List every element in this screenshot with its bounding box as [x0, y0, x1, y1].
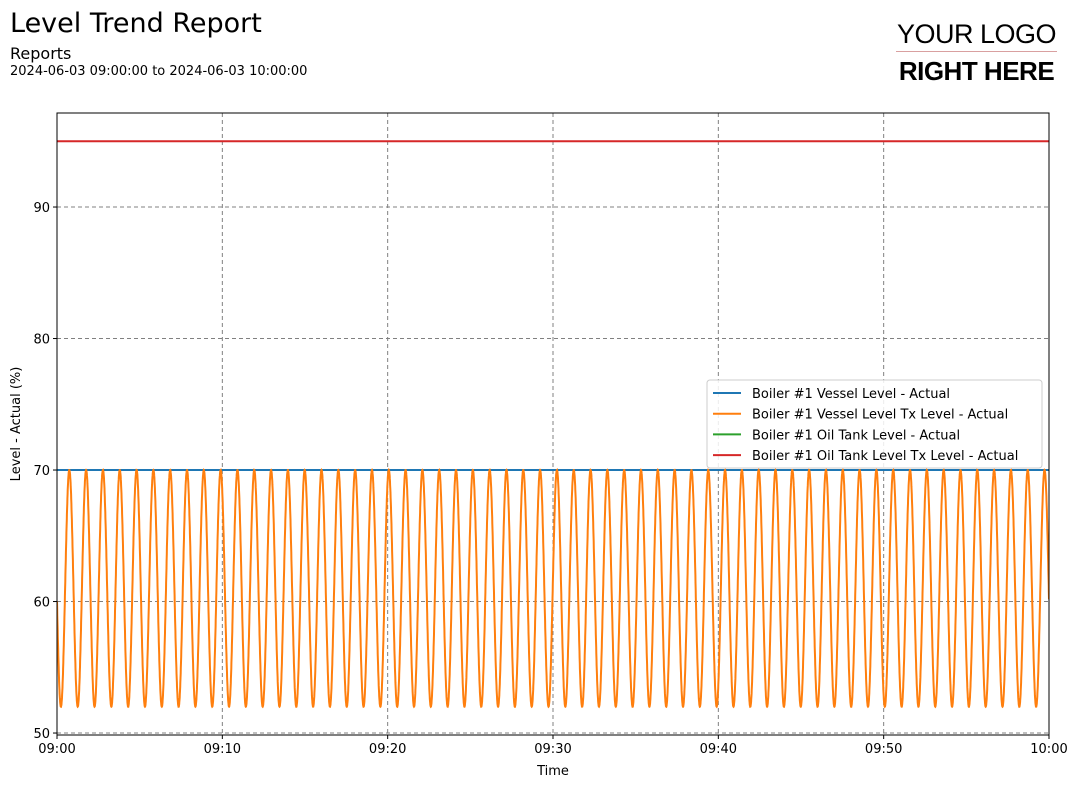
plot-frame [56, 112, 1050, 736]
x-tick-label: 09:50 [865, 742, 902, 757]
logo: YOUR LOGO RIGHT HERE [896, 18, 1057, 86]
y-axis-label: Level - Actual (%) [9, 367, 24, 482]
legend-label: Boiler #1 Oil Tank Level - Actual [752, 428, 960, 443]
legend-label: Boiler #1 Oil Tank Level Tx Level - Actu… [752, 449, 1018, 464]
x-tick-label: 09:10 [204, 742, 241, 757]
logo-divider [896, 51, 1057, 52]
y-tick-label: 70 [33, 464, 50, 479]
logo-line2: RIGHT HERE [898, 56, 1055, 86]
x-axis-label: Time [536, 764, 569, 779]
logo-line1: YOUR LOGO [896, 19, 1057, 49]
x-tick-label: 09:40 [700, 742, 737, 757]
y-tick-label: 80 [33, 333, 50, 348]
legend-label: Boiler #1 Vessel Level Tx Level - Actual [752, 408, 1008, 423]
y-tick-label: 50 [33, 727, 50, 742]
x-tick-label: 10:00 [1030, 742, 1067, 757]
x-tick-label: 09:30 [534, 742, 571, 757]
legend-label: Boiler #1 Vessel Level - Actual [752, 387, 950, 402]
series-line-2 [57, 467, 1049, 709]
report-title: Level Trend Report [10, 8, 262, 39]
x-tick-label: 09:00 [38, 742, 75, 757]
y-tick-label: 90 [33, 201, 50, 216]
legend-box [706, 379, 1043, 469]
report-subtitle: Reports [10, 44, 72, 63]
y-tick-label: 60 [33, 596, 50, 611]
x-tick-label: 09:20 [369, 742, 406, 757]
date-range: 2024-06-03 09:00:00 to 2024-06-03 10:00:… [10, 64, 308, 79]
